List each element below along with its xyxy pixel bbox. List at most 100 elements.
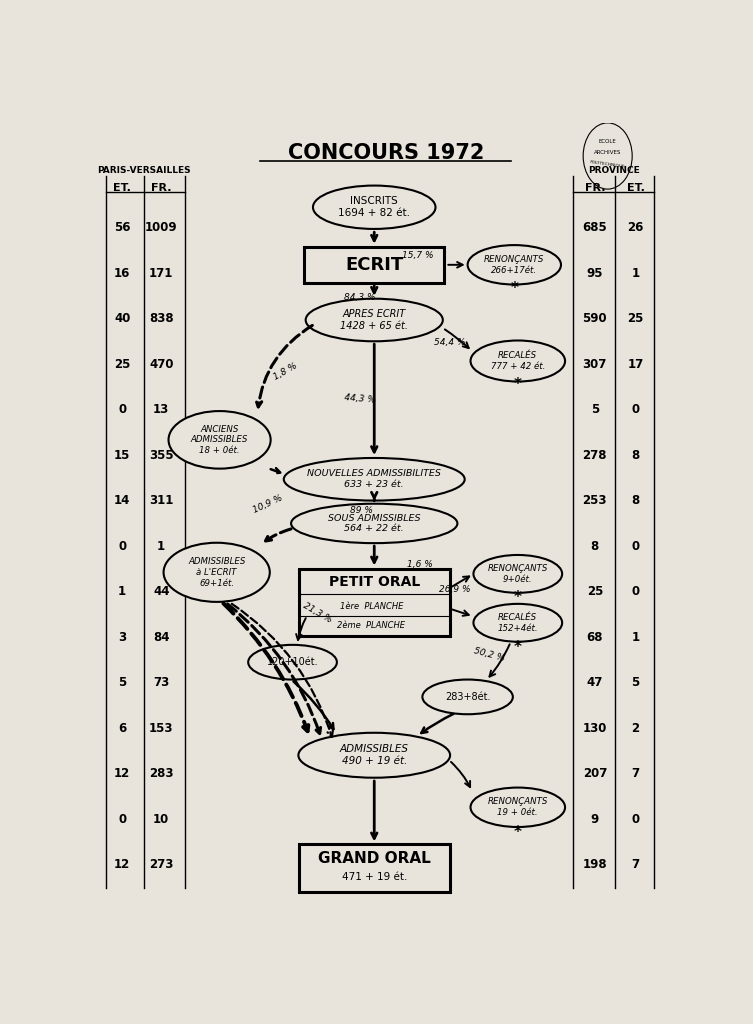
Text: ADMISSIBLES
à L'ECRIT
69+1ét.: ADMISSIBLES à L'ECRIT 69+1ét. xyxy=(188,557,245,588)
Text: 838: 838 xyxy=(149,312,173,326)
Ellipse shape xyxy=(284,458,465,501)
Text: 590: 590 xyxy=(583,312,607,326)
Text: 120+10ét.: 120+10ét. xyxy=(267,657,319,668)
Text: 5: 5 xyxy=(590,403,599,416)
Ellipse shape xyxy=(468,245,561,285)
Text: 471 + 19 ét.: 471 + 19 ét. xyxy=(342,871,407,882)
Text: 17: 17 xyxy=(627,357,644,371)
Bar xyxy=(299,568,450,636)
Ellipse shape xyxy=(471,787,565,827)
Text: 26: 26 xyxy=(627,221,644,234)
Text: 207: 207 xyxy=(583,767,607,780)
Text: 1009: 1009 xyxy=(145,221,178,234)
Text: 0: 0 xyxy=(118,403,127,416)
Text: 21,3 %: 21,3 % xyxy=(301,601,333,625)
Text: 307: 307 xyxy=(583,357,607,371)
Text: PROVINCE: PROVINCE xyxy=(587,166,639,175)
Text: 283: 283 xyxy=(149,767,173,780)
Text: RECALÉS
777 + 42 ét.: RECALÉS 777 + 42 ét. xyxy=(491,351,545,371)
Text: 3: 3 xyxy=(118,631,127,644)
Text: 0: 0 xyxy=(118,540,127,553)
Text: 54,4 %: 54,4 % xyxy=(434,338,466,346)
Text: 2ème  PLANCHE: 2ème PLANCHE xyxy=(337,622,405,631)
Text: *: * xyxy=(514,640,522,654)
Text: 283+8ét.: 283+8ét. xyxy=(445,692,490,701)
Text: 1: 1 xyxy=(118,586,127,598)
Text: 253: 253 xyxy=(583,495,607,507)
Text: 73: 73 xyxy=(153,677,169,689)
Text: 311: 311 xyxy=(149,495,173,507)
Ellipse shape xyxy=(422,680,513,715)
Text: ECRIT: ECRIT xyxy=(345,256,404,273)
Text: 89 %: 89 % xyxy=(350,506,373,515)
Text: 5: 5 xyxy=(632,677,640,689)
Text: 10: 10 xyxy=(153,813,169,826)
Text: 44,3 %: 44,3 % xyxy=(343,393,376,404)
Ellipse shape xyxy=(291,504,457,543)
Text: 15,7 %: 15,7 % xyxy=(402,251,434,260)
Text: FR.: FR. xyxy=(151,182,172,193)
Text: NOUVELLES ADMISSIBILITES
633 + 23 ét.: NOUVELLES ADMISSIBILITES 633 + 23 ét. xyxy=(307,469,441,489)
Ellipse shape xyxy=(471,341,565,382)
Text: 130: 130 xyxy=(583,722,607,735)
Text: 50,2 %: 50,2 % xyxy=(472,647,505,664)
Text: GRAND ORAL: GRAND ORAL xyxy=(318,851,431,866)
Text: 1: 1 xyxy=(632,266,640,280)
Text: 8: 8 xyxy=(632,449,640,462)
Text: 8: 8 xyxy=(632,495,640,507)
Text: 0: 0 xyxy=(632,403,640,416)
Text: 10,9 %: 10,9 % xyxy=(252,494,284,515)
Text: 0: 0 xyxy=(118,813,127,826)
Ellipse shape xyxy=(474,604,562,642)
Text: PARIS-VERSAILLES: PARIS-VERSAILLES xyxy=(97,166,191,175)
Text: *: * xyxy=(514,590,522,605)
Text: 7: 7 xyxy=(632,767,640,780)
Ellipse shape xyxy=(474,555,562,593)
Text: POLYTECHNIQUE: POLYTECHNIQUE xyxy=(590,160,626,168)
Text: 8: 8 xyxy=(590,540,599,553)
Text: *: * xyxy=(514,825,522,840)
Text: 26,9 %: 26,9 % xyxy=(439,585,471,594)
Ellipse shape xyxy=(298,733,450,777)
Text: ARCHIVES: ARCHIVES xyxy=(594,151,621,156)
Text: 44: 44 xyxy=(153,586,169,598)
Text: INSCRITS
1694 + 82 ét.: INSCRITS 1694 + 82 ét. xyxy=(338,197,410,218)
Text: 15: 15 xyxy=(114,449,130,462)
Text: FR.: FR. xyxy=(584,182,605,193)
Text: 0: 0 xyxy=(632,540,640,553)
Ellipse shape xyxy=(169,411,270,469)
Text: RENONÇANTS
9+0ét.: RENONÇANTS 9+0ét. xyxy=(488,564,548,584)
Text: 171: 171 xyxy=(149,266,173,280)
Text: RECALÉS
152+4ét.: RECALÉS 152+4ét. xyxy=(498,613,538,633)
Text: 6: 6 xyxy=(118,722,127,735)
Text: 1: 1 xyxy=(157,540,166,553)
Text: 16: 16 xyxy=(114,266,130,280)
Text: RENONÇANTS
19 + 0ét.: RENONÇANTS 19 + 0ét. xyxy=(488,798,548,817)
Text: 153: 153 xyxy=(149,722,173,735)
Text: RENONÇANTS
266+17ét.: RENONÇANTS 266+17ét. xyxy=(484,255,544,274)
Text: *: * xyxy=(514,377,522,392)
Ellipse shape xyxy=(313,185,435,229)
Bar xyxy=(299,845,450,892)
Text: 7: 7 xyxy=(632,858,640,871)
Text: 0: 0 xyxy=(632,586,640,598)
Text: 84: 84 xyxy=(153,631,169,644)
Text: ADMISSIBLES
490 + 19 ét.: ADMISSIBLES 490 + 19 ét. xyxy=(340,744,409,766)
Bar xyxy=(304,247,444,283)
Text: 68: 68 xyxy=(587,631,603,644)
Text: 273: 273 xyxy=(149,858,173,871)
Text: 1: 1 xyxy=(632,631,640,644)
Text: 25: 25 xyxy=(627,312,644,326)
Ellipse shape xyxy=(163,543,270,602)
Text: 198: 198 xyxy=(583,858,607,871)
Ellipse shape xyxy=(306,299,443,341)
Text: 2: 2 xyxy=(632,722,640,735)
Text: PETIT ORAL: PETIT ORAL xyxy=(328,575,420,589)
Text: SOUS ADMISSIBLES
564 + 22 ét.: SOUS ADMISSIBLES 564 + 22 ét. xyxy=(328,514,420,534)
Ellipse shape xyxy=(248,645,337,680)
Text: 5: 5 xyxy=(118,677,127,689)
Text: *: * xyxy=(511,281,518,296)
Text: 12: 12 xyxy=(114,767,130,780)
Text: 685: 685 xyxy=(583,221,607,234)
Text: 47: 47 xyxy=(587,677,603,689)
